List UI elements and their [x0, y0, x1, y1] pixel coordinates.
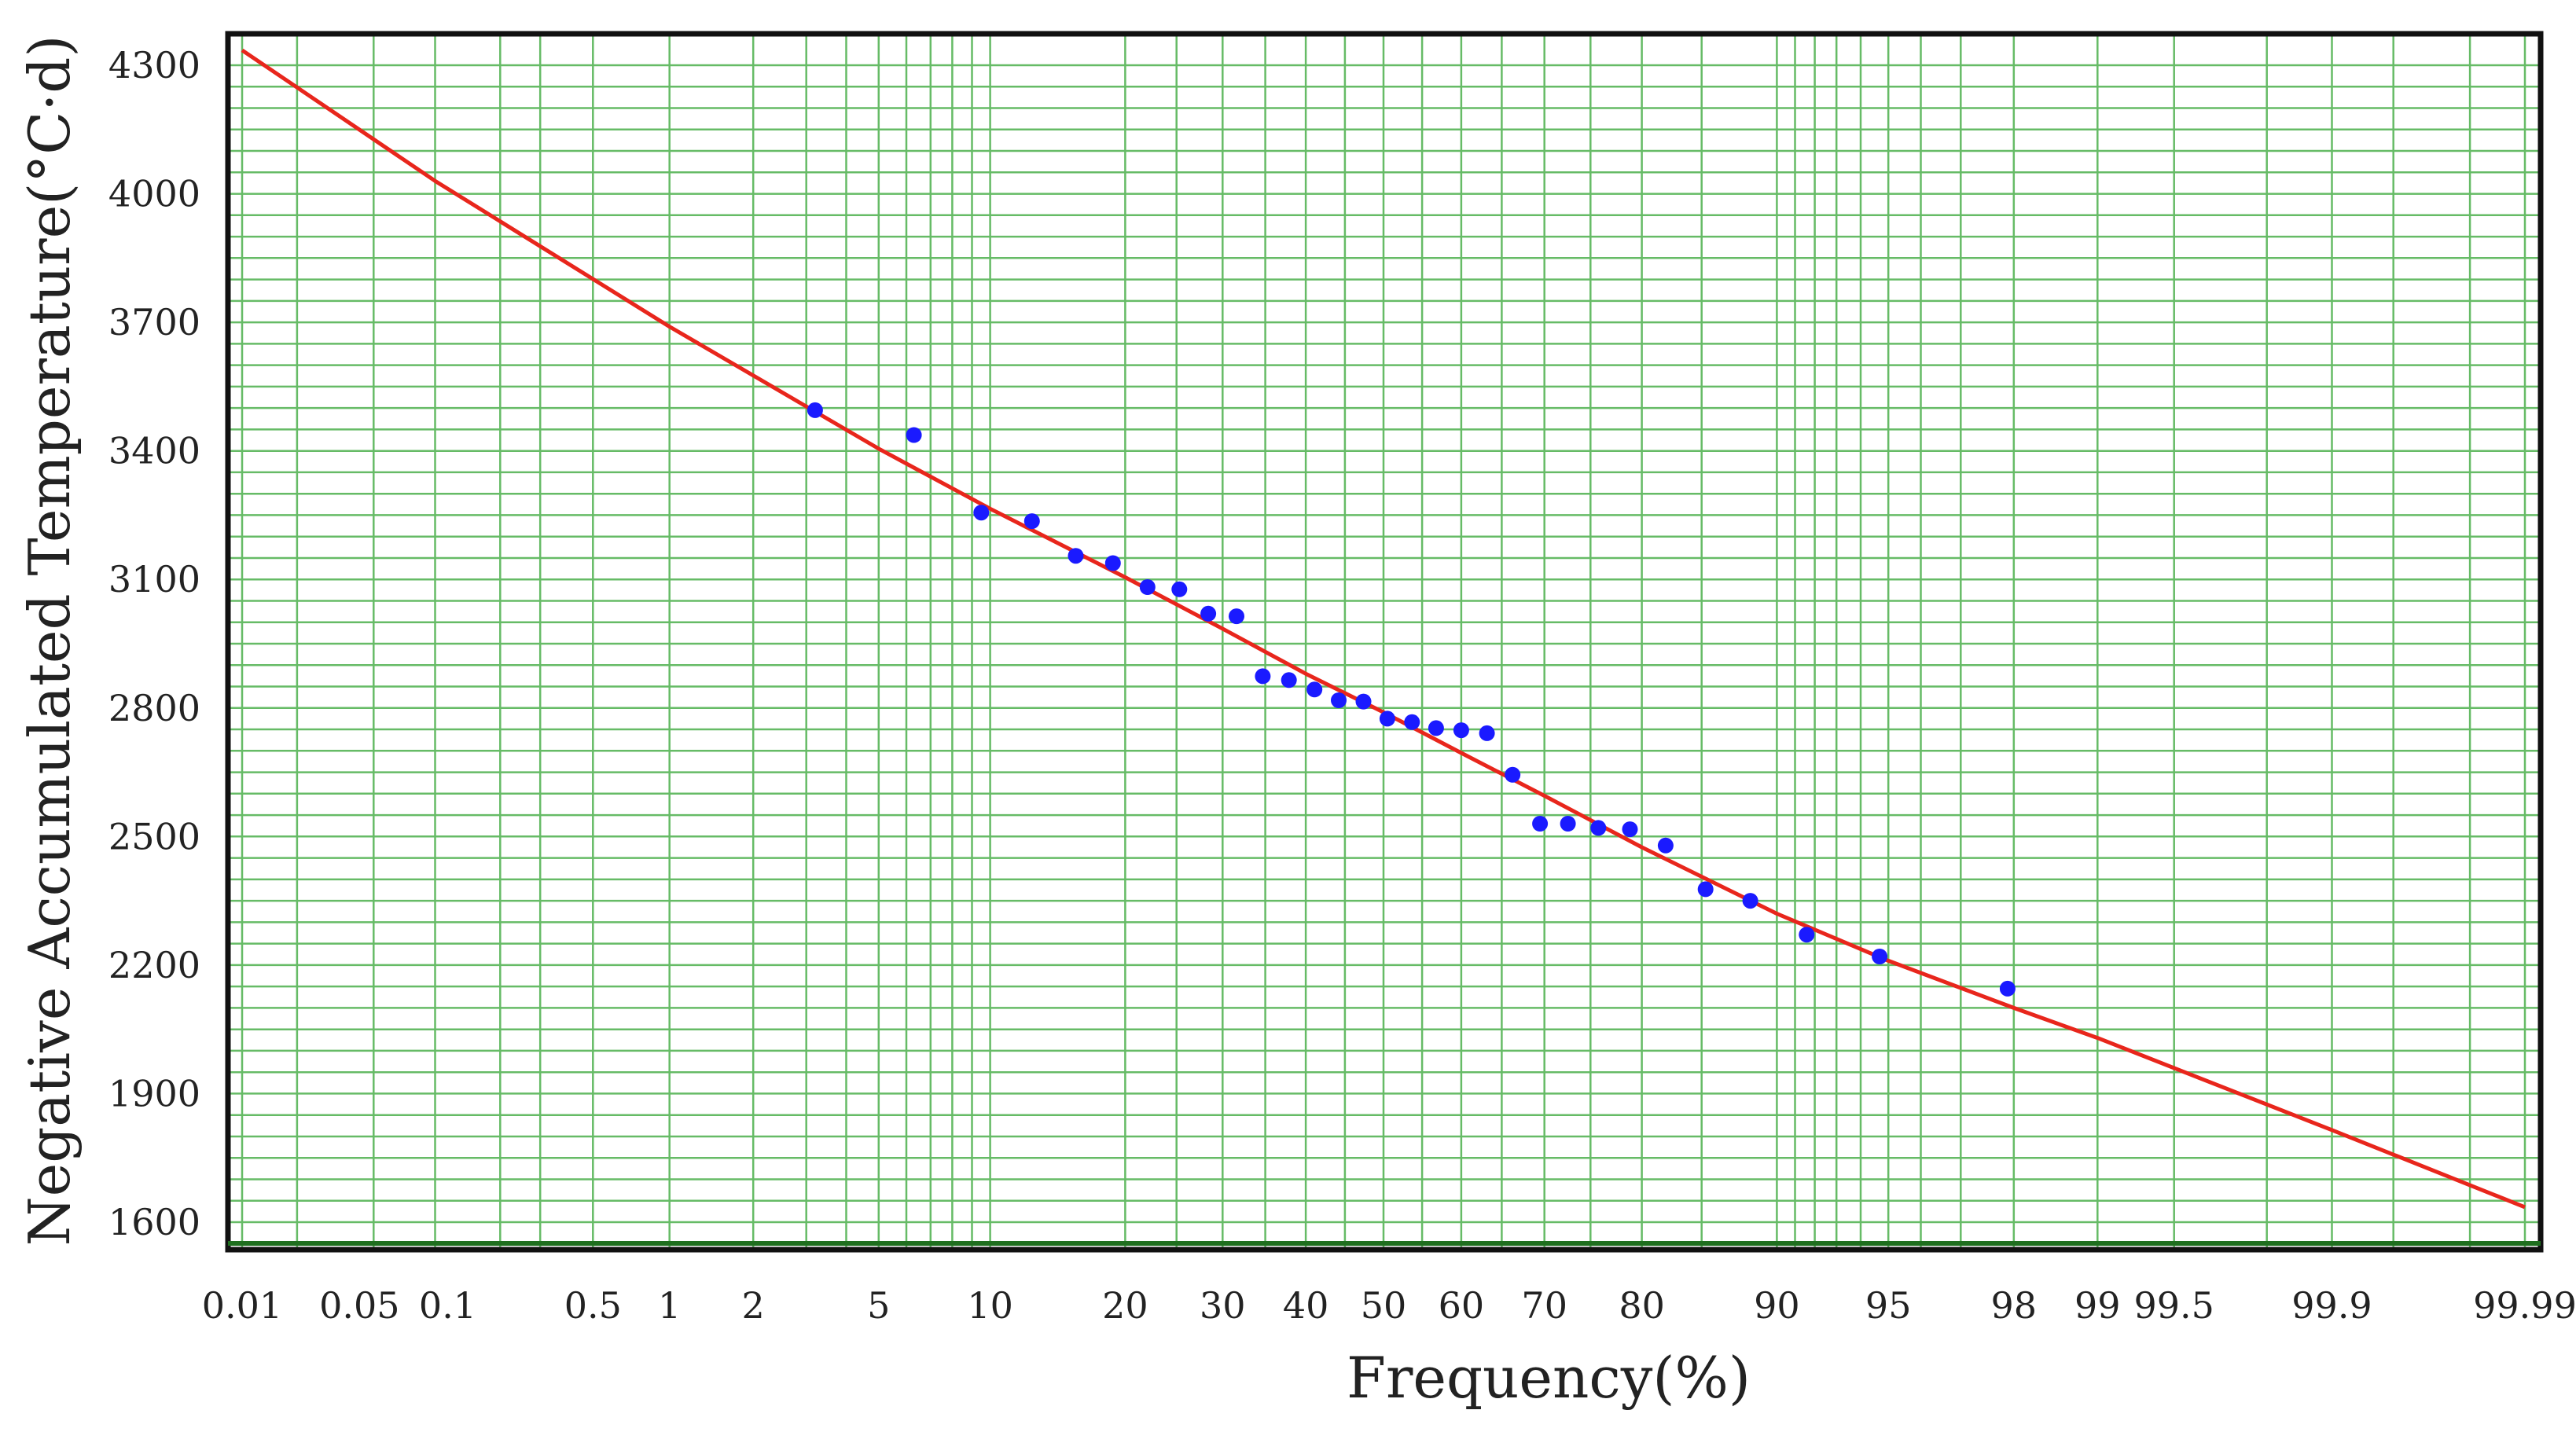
data-point — [1453, 722, 1469, 739]
x-tick-label: 99.9 — [2291, 1284, 2372, 1327]
data-point — [1505, 766, 1521, 783]
data-point — [1872, 949, 1888, 964]
data-point — [1404, 714, 1420, 730]
x-axis-label: Frequency(%) — [1347, 1345, 1751, 1411]
y-tick-label: 3400 — [108, 430, 200, 472]
data-point — [1255, 668, 1271, 685]
x-axis-ticks: 0.01 0.05 0.1 0.5 1 2 5 10 20 30 40 50 60 70 80 90 95 98 9… — [202, 1284, 2576, 1327]
data-point — [1068, 548, 1084, 564]
grid — [228, 34, 2541, 1250]
x-tick-label: 70 — [1521, 1284, 1567, 1327]
data-points — [807, 402, 2016, 997]
x-tick-label: 5 — [867, 1284, 890, 1327]
x-tick-label: 0.05 — [319, 1284, 399, 1327]
data-point — [1171, 581, 1188, 597]
x-tick-label: 1 — [658, 1284, 681, 1327]
data-point — [1355, 693, 1372, 710]
x-tick-label: 90 — [1754, 1284, 1800, 1327]
data-point — [1999, 980, 2016, 997]
data-point — [1281, 672, 1297, 688]
data-point — [1479, 725, 1495, 741]
x-tick-label: 10 — [967, 1284, 1013, 1327]
data-point — [807, 402, 823, 418]
data-point — [1799, 927, 1815, 943]
y-tick-label: 4000 — [108, 173, 200, 215]
data-point — [973, 505, 990, 521]
y-tick-label: 1600 — [108, 1201, 200, 1243]
data-point — [1657, 837, 1674, 854]
x-tick-label: 0.5 — [564, 1284, 622, 1327]
data-point — [1229, 608, 1244, 625]
data-point — [1379, 710, 1395, 727]
x-tick-label: 95 — [1865, 1284, 1912, 1327]
x-tick-label: 40 — [1283, 1284, 1329, 1327]
data-point — [1023, 513, 1040, 530]
y-tick-label: 2800 — [108, 687, 200, 729]
x-tick-label: 98 — [1991, 1284, 2038, 1327]
data-point — [1200, 605, 1217, 622]
data-point — [1331, 692, 1347, 708]
data-point — [1590, 820, 1607, 836]
x-tick-label: 0.1 — [419, 1284, 476, 1327]
x-tick-label: 20 — [1102, 1284, 1148, 1327]
x-tick-label: 30 — [1200, 1284, 1246, 1327]
x-tick-label: 99 — [2074, 1284, 2121, 1327]
x-tick-label: 99.99 — [2473, 1284, 2576, 1327]
y-axis-ticks: 1600 1900 2200 2500 2800 3100 3400 3700 4000 4300 — [108, 44, 200, 1243]
data-point — [1104, 555, 1121, 571]
fit-line — [241, 48, 2526, 1210]
data-point — [1697, 881, 1714, 898]
plot-border — [225, 31, 2544, 1253]
data-point — [1742, 893, 1758, 909]
x-tick-label: 60 — [1439, 1284, 1485, 1327]
x-tick-label: 50 — [1361, 1284, 1407, 1327]
data-point — [906, 427, 922, 443]
x-tick-label: 2 — [742, 1284, 765, 1327]
data-point — [1622, 821, 1638, 838]
y-axis-label: Negative Accumulated Temperature(°C·d) — [17, 35, 83, 1247]
y-tick-label: 3100 — [108, 558, 200, 600]
x-tick-label: 99.5 — [2133, 1284, 2214, 1327]
y-tick-label: 3700 — [108, 301, 200, 343]
y-tick-label: 2200 — [108, 944, 200, 986]
data-point — [1306, 681, 1323, 698]
y-tick-label: 2500 — [108, 815, 200, 857]
x-tick-label: 80 — [1619, 1284, 1665, 1327]
plot-frame — [225, 31, 2544, 1253]
data-point — [1428, 720, 1444, 736]
y-tick-label: 4300 — [108, 44, 200, 86]
x-tick-label: 0.01 — [202, 1284, 282, 1327]
fit-line-group — [241, 48, 2526, 1210]
data-point — [1560, 816, 1576, 832]
data-point — [1532, 816, 1549, 832]
y-tick-label: 1900 — [108, 1072, 200, 1114]
data-point — [1139, 579, 1156, 595]
